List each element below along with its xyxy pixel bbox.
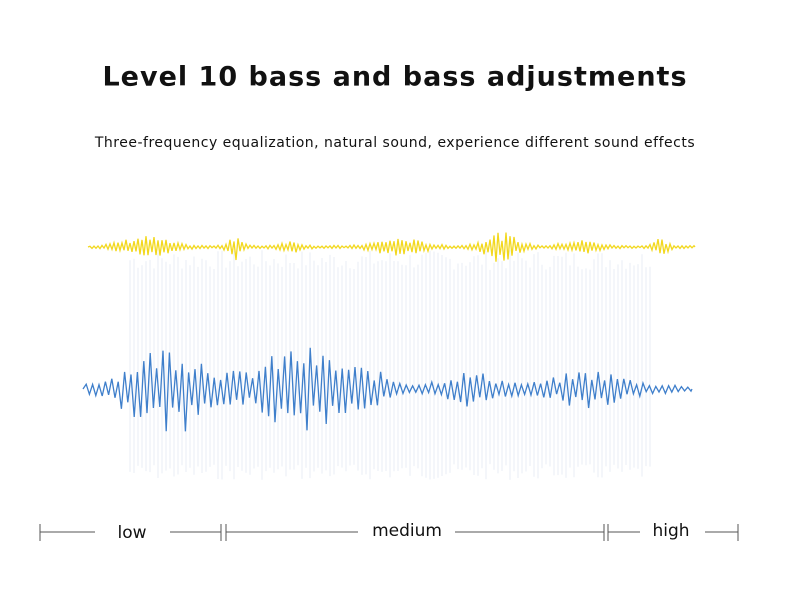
spectrum-lines [129,250,651,480]
bass-wave [82,347,693,432]
title: Level 10 bass and bass adjustments [102,62,687,93]
treble-wave [87,232,696,262]
range-scale [39,524,739,541]
medium-label: medium [372,521,442,541]
high-label: high [652,521,689,541]
low-label: low [117,523,146,543]
subtitle: Three-frequency equalization, natural so… [94,135,695,151]
